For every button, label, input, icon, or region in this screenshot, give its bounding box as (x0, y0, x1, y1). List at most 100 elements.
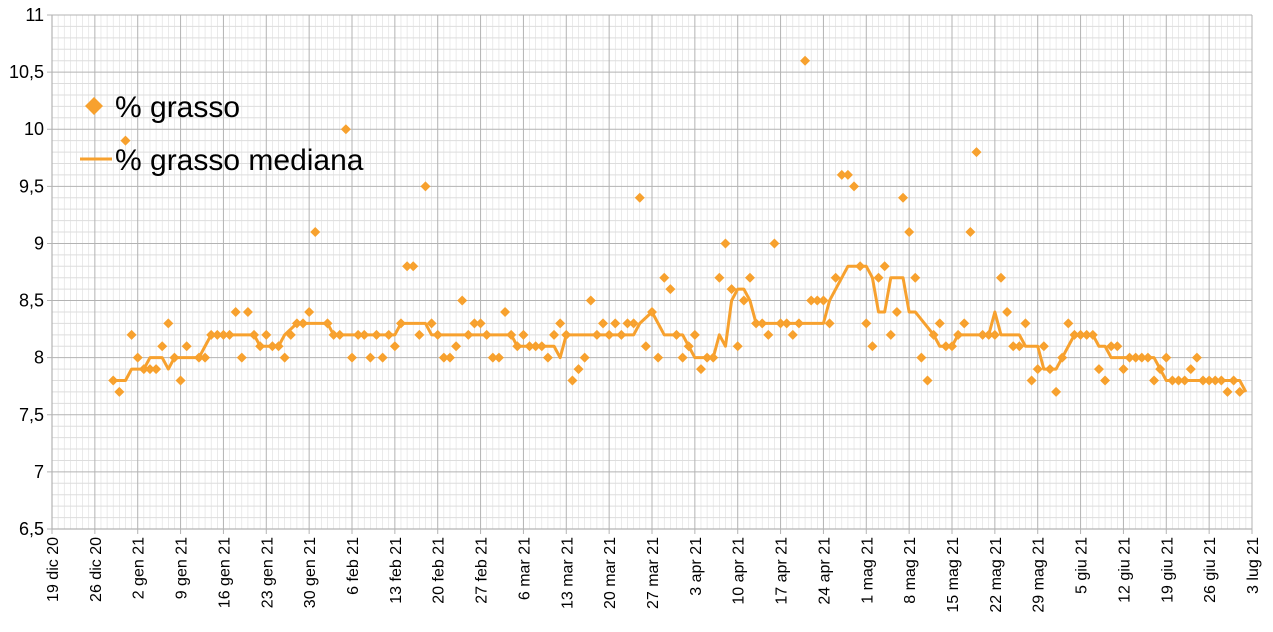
data-point-marker (824, 318, 835, 329)
data-point-marker (561, 329, 572, 340)
y-tick-label: 10 (24, 119, 44, 139)
data-point-marker (1161, 352, 1172, 363)
data-point-marker (751, 318, 762, 329)
x-tick-label: 3 lug 21 (1245, 537, 1262, 594)
x-tick-label: 13 feb 21 (388, 537, 405, 604)
data-point-marker (1228, 375, 1239, 386)
x-tick-label: 26 dic 20 (88, 537, 105, 602)
data-point-marker (830, 272, 841, 283)
data-point-marker (549, 329, 560, 340)
y-tick-label: 11 (25, 5, 44, 25)
data-point-marker (726, 284, 737, 295)
data-point-marker (1057, 352, 1068, 363)
x-tick-label: 26 giu 21 (1202, 537, 1219, 603)
x-tick-label: 27 feb 21 (474, 537, 491, 604)
data-point-marker (989, 329, 1000, 340)
data-point-marker (163, 318, 174, 329)
data-point-marker (995, 272, 1006, 283)
data-point-marker (218, 329, 229, 340)
x-tick-label: 12 giu 21 (1116, 537, 1133, 603)
data-point-marker (683, 341, 694, 352)
data-point-marker (628, 318, 639, 329)
data-point-marker (120, 135, 131, 146)
data-point-marker (273, 341, 284, 352)
data-point-marker (977, 329, 988, 340)
data-point-marker (665, 284, 676, 295)
data-point-marker (983, 329, 994, 340)
data-point-marker (1002, 306, 1013, 317)
data-point-marker (714, 272, 725, 283)
data-point-marker (867, 341, 878, 352)
data-point-marker (328, 329, 339, 340)
x-tick-label: 30 gen 21 (302, 537, 319, 608)
data-point-marker (793, 318, 804, 329)
data-point-marker (536, 341, 547, 352)
data-point-marker (322, 318, 333, 329)
x-tick-label: 17 apr 21 (774, 537, 791, 605)
median-line (113, 264, 1248, 393)
data-point-marker (438, 352, 449, 363)
data-point-marker (634, 192, 645, 203)
data-point-marker (138, 364, 149, 375)
data-point-marker (953, 329, 964, 340)
data-point-marker (616, 329, 627, 340)
data-point-marker (1112, 341, 1123, 352)
x-tick-label: 6 feb 21 (345, 537, 362, 595)
data-point-marker (512, 341, 523, 352)
x-tick-label: 19 giu 21 (1159, 537, 1176, 603)
data-point-marker (849, 181, 860, 192)
legend: % grasso % grasso mediana (80, 91, 364, 177)
x-tick-label: 2 gen 21 (131, 537, 148, 599)
data-point-marker (144, 364, 155, 375)
y-tick-label: 9,5 (19, 176, 44, 196)
data-point-marker (500, 306, 511, 317)
data-point-marker (193, 352, 204, 363)
data-point-marker (524, 341, 535, 352)
grasso-marker-series (108, 55, 1245, 397)
data-point-marker (738, 295, 749, 306)
data-point-marker (353, 329, 364, 340)
data-point-marker (812, 295, 823, 306)
data-point-marker (457, 295, 468, 306)
x-tick-label: 27 mar 21 (645, 537, 662, 609)
data-point-marker (1087, 329, 1098, 340)
x-tick-label: 23 gen 21 (259, 537, 276, 608)
data-point-marker (175, 375, 186, 386)
data-point-marker (695, 364, 706, 375)
data-point-marker (371, 329, 382, 340)
x-tick-label: 15 mag 21 (945, 537, 962, 613)
data-point-marker (255, 341, 266, 352)
data-point-marker (787, 329, 798, 340)
data-point-marker (236, 352, 247, 363)
data-point-marker (934, 318, 945, 329)
data-point-marker (1204, 375, 1215, 386)
data-point-marker (555, 318, 566, 329)
data-point-marker (157, 341, 168, 352)
data-point-marker (1075, 329, 1086, 340)
data-point-marker (640, 341, 651, 352)
data-point-marker (298, 318, 309, 329)
data-point-marker (1063, 318, 1074, 329)
data-point-marker (267, 341, 278, 352)
data-point-marker (1173, 375, 1184, 386)
data-point-marker (444, 352, 455, 363)
x-tick-label: 16 gen 21 (216, 537, 233, 608)
data-point-marker (861, 318, 872, 329)
data-point-marker (114, 386, 125, 397)
median-line-series (113, 264, 1248, 393)
data-point-marker (426, 318, 437, 329)
x-tick-label: 24 apr 21 (816, 537, 833, 605)
data-point-marker (334, 329, 345, 340)
data-point-marker (757, 318, 768, 329)
data-point-marker (622, 318, 633, 329)
data-point-marker (1167, 375, 1178, 386)
data-point-marker (610, 318, 621, 329)
data-point-marker (487, 352, 498, 363)
data-point-marker (1038, 341, 1049, 352)
data-point-marker (359, 329, 370, 340)
data-point-marker (1093, 364, 1104, 375)
data-point-marker (702, 352, 713, 363)
data-point-marker (720, 238, 731, 249)
legend-label-mediana: % grasso mediana (115, 144, 364, 177)
y-tick-label: 6,5 (19, 519, 44, 539)
